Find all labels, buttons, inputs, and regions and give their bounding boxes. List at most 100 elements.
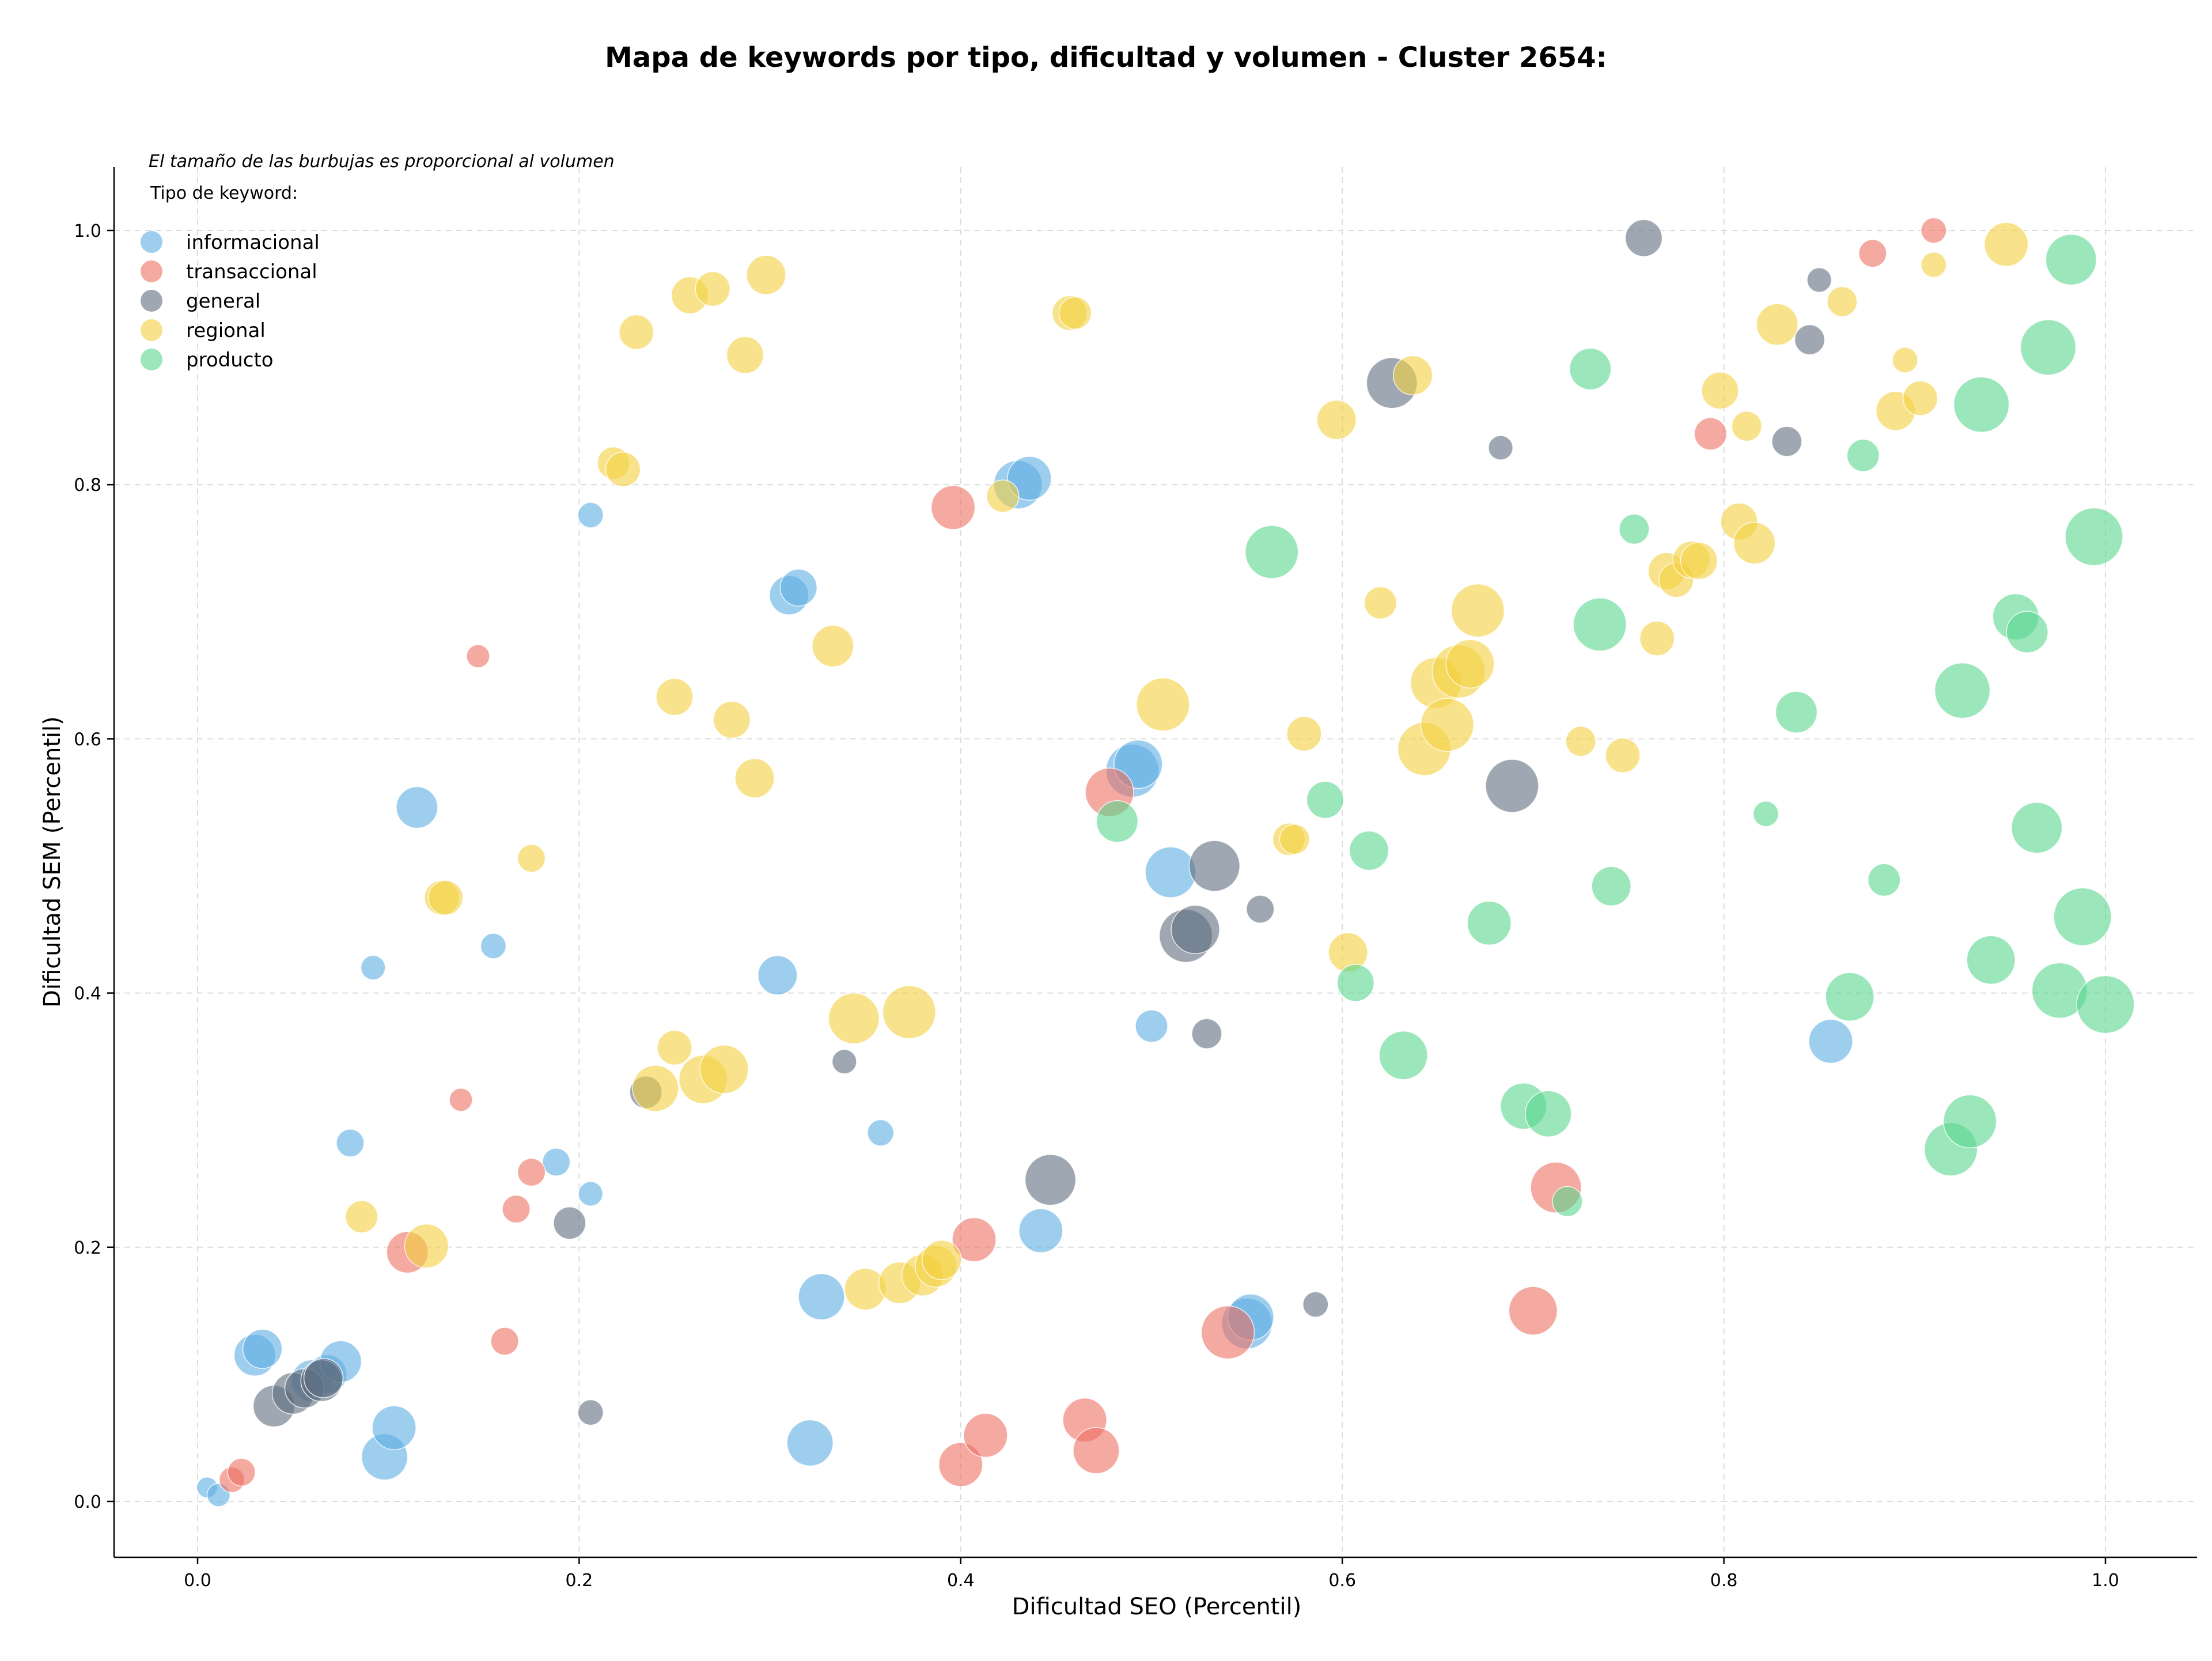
y-tick-label: 1.0 <box>74 221 101 241</box>
legend-item-regional: regional <box>141 319 266 342</box>
bubble-regional <box>632 1065 679 1112</box>
bubble-transaccional <box>466 644 490 668</box>
bubble-informacional <box>577 502 604 528</box>
bubble-regional <box>1279 823 1310 855</box>
bubble-transaccional <box>502 1194 531 1224</box>
bubble-producto <box>1569 347 1612 391</box>
x-tick-label: 0.8 <box>1710 1571 1738 1591</box>
bubble-regional <box>427 880 464 915</box>
bubble-producto <box>1934 662 1991 719</box>
legend-marker <box>141 260 162 282</box>
bubble-producto <box>1591 866 1631 907</box>
bubble-regional <box>1680 542 1718 580</box>
bubble-producto <box>2011 802 2063 854</box>
bubble-producto <box>1349 830 1389 871</box>
bubble-regional <box>1445 639 1495 688</box>
bubble-general <box>303 1358 344 1398</box>
bubble-regional <box>1286 716 1322 752</box>
bubble-producto <box>1096 800 1139 843</box>
bubble-regional <box>882 985 937 1039</box>
chart-title: Mapa de keywords por tipo, dificultad y … <box>605 41 1607 74</box>
series-transaccional <box>218 217 1947 1493</box>
bubble-transaccional <box>227 1458 256 1487</box>
bubble-regional <box>345 1200 378 1234</box>
bubble-producto <box>1573 597 1627 652</box>
bubble-regional <box>657 1030 692 1066</box>
bubble-informacional <box>360 955 386 981</box>
grid <box>114 167 2197 1557</box>
bubble-producto <box>1966 935 2016 985</box>
bubble-regional <box>1827 286 1858 317</box>
bubble-producto <box>1378 1030 1428 1080</box>
y-tick-label: 0.6 <box>74 729 101 750</box>
bubble-informacional <box>779 569 818 607</box>
bubble-informacional <box>1007 456 1052 501</box>
bubble-regional <box>695 271 730 307</box>
bubble-transaccional <box>930 485 976 530</box>
legend-marker <box>141 349 162 370</box>
bubble-informacional <box>372 1405 416 1450</box>
bubble-transaccional <box>1858 239 1887 268</box>
x-tick-label: 0.0 <box>184 1571 211 1591</box>
legend-item-general: general <box>141 290 260 313</box>
bubble-transaccional <box>952 1217 997 1262</box>
bubble-regional <box>746 255 786 295</box>
bubble-producto <box>2045 233 2097 286</box>
bubble-regional <box>1605 737 1641 773</box>
bubble-regional <box>699 1045 749 1094</box>
bubble-general <box>831 1049 857 1074</box>
bubble-producto <box>1846 438 1880 472</box>
bubble-general <box>1806 267 1832 293</box>
bubble-regional <box>1701 372 1739 410</box>
legend-title: Tipo de keyword: <box>150 183 298 203</box>
axes: 0.0 0.2 0.4 0.6 0.8 1.0 0.0 0.2 0.4 0.6 0.8 1.0 <box>74 167 2197 1591</box>
bubble-informacional <box>1018 1208 1063 1253</box>
bubble-transaccional <box>517 1157 546 1187</box>
legend-item-transaccional: transaccional <box>141 260 317 283</box>
bubble-transaccional <box>1921 217 1947 244</box>
y-tick-label: 0.4 <box>74 984 101 1004</box>
bubble-producto <box>1244 525 1299 579</box>
bubble-regional <box>1756 303 1799 346</box>
bubble-regional <box>1733 521 1776 565</box>
bubble-producto <box>1306 781 1344 819</box>
legend-marker <box>141 231 162 253</box>
bubble-producto <box>1752 800 1779 827</box>
bubble-general <box>1488 435 1514 461</box>
bubble-regional <box>1639 620 1675 656</box>
bubble-producto <box>2065 507 2123 566</box>
bubble-general <box>1024 1154 1077 1206</box>
bubble-regional <box>812 625 854 668</box>
bubble-general <box>1485 759 1539 813</box>
bubble-informacional <box>242 1329 283 1369</box>
bubble-informacional <box>396 786 438 829</box>
bubble-regional <box>1136 678 1190 732</box>
series-regional <box>345 222 2029 1311</box>
y-tick-label: 0.0 <box>74 1492 101 1512</box>
bubble-regional <box>605 451 641 487</box>
bubble-producto <box>1775 691 1818 733</box>
bubble-producto <box>1467 901 1512 946</box>
legend-label: transaccional <box>186 260 317 283</box>
bubble-general <box>1171 905 1220 955</box>
legend-label: regional <box>186 319 266 342</box>
bubble-transaccional <box>1508 1286 1558 1335</box>
bubble-informacional <box>786 1419 834 1467</box>
legend-marker <box>141 290 162 312</box>
bubble-regional <box>656 678 694 716</box>
bubble-producto <box>2006 611 2048 653</box>
x-tick-label: 0.2 <box>566 1571 593 1591</box>
x-axis-label: Dificultad SEO (Percentil) <box>1012 1594 1302 1620</box>
bubble-informacional <box>578 1181 604 1207</box>
bubble-regional <box>1921 251 1947 278</box>
bubble-transaccional <box>1200 1305 1255 1360</box>
bubble-regional <box>1984 222 2029 267</box>
bubble-general <box>1246 895 1275 924</box>
bubble-informacional <box>1808 1019 1853 1064</box>
legend-label: producto <box>186 349 274 372</box>
bubble-producto <box>2076 975 2135 1034</box>
bubble-producto <box>1525 1090 1572 1137</box>
bubble-general <box>1302 1291 1329 1318</box>
bubble-producto <box>1619 513 1650 545</box>
